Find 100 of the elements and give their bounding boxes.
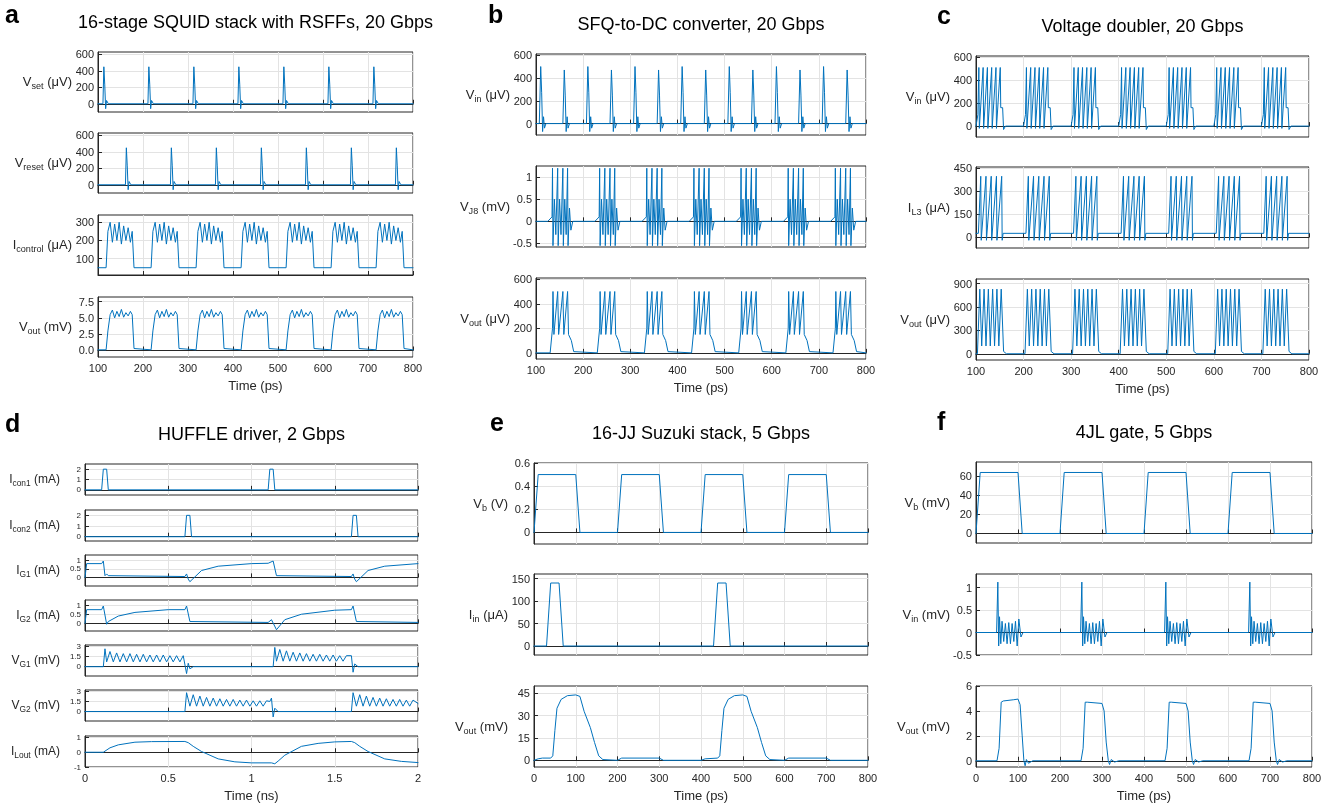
chart-title: Voltage doubler, 20 Gbps	[1041, 16, 1244, 37]
x-tick-label: 100	[566, 771, 585, 784]
y-tick-label: 0.2	[514, 503, 530, 516]
x-axis-title: Time (ps)	[673, 380, 729, 395]
line-series	[533, 694, 869, 761]
y-tick-label: 200	[513, 94, 532, 107]
y-tick-label: 0	[87, 178, 94, 191]
y-tick-label: 1.5	[69, 696, 82, 706]
y-tick-label: 0	[76, 707, 82, 717]
y-tick-label: 0.5	[69, 609, 82, 619]
y-tick-label: 0.6	[514, 457, 530, 469]
x-tick-label: 800	[1299, 364, 1319, 377]
line-series	[975, 288, 1310, 355]
y-tick-label: 0	[76, 747, 82, 757]
y-axis-title: V$_{out}$ (μV)	[460, 310, 510, 328]
x-tick-label: 500	[1176, 771, 1196, 784]
y-tick-label: 1	[76, 732, 82, 742]
y-axis-title: V$_{b}$ (V)	[473, 495, 508, 513]
chart-title: 4JL gate, 5 Gbps	[1075, 422, 1213, 443]
y-tick-label: 30	[517, 709, 530, 722]
y-tick-label: -0.5	[953, 649, 972, 661]
x-tick-label: 200	[1014, 364, 1033, 377]
x-tick-label: 400	[1109, 364, 1128, 377]
y-tick-label: 2	[76, 464, 82, 474]
y-tick-label: 2	[965, 729, 972, 742]
x-tick-label: 1	[248, 771, 255, 784]
x-tick-label: 400	[1134, 771, 1154, 784]
y-axis-title: V$_{reset}$ (μV)	[14, 154, 72, 173]
text: d	[5, 408, 21, 437]
y-tick-label: 600	[953, 51, 972, 64]
y-tick-label: 300	[953, 324, 972, 337]
y-axis-title: V$_{J8}$ (mV)	[459, 198, 510, 216]
x-tick-label: 300	[1092, 771, 1112, 784]
y-tick-label: 0	[523, 526, 530, 539]
y-axis-title: V$_{out}$ (mV)	[454, 718, 508, 736]
y-tick-label: 400	[75, 145, 94, 158]
line-series	[97, 308, 414, 351]
y-tick-label: 400	[75, 64, 94, 77]
y-tick-label: 0	[523, 754, 530, 767]
y-tick-label: 2.5	[78, 328, 94, 341]
y-tick-label: 200	[953, 97, 972, 110]
y-tick-label: 100	[511, 595, 530, 607]
y-tick-label: 4	[965, 704, 972, 717]
y-tick-label: 40	[959, 489, 972, 502]
y-axis-title: V$_{b}$ (mV)	[904, 494, 950, 512]
text: b	[488, 0, 504, 28]
line-series	[535, 291, 867, 354]
x-tick-label: 600	[1204, 364, 1224, 377]
x-tick-label: 700	[817, 771, 836, 784]
y-tick-label: 0	[76, 618, 82, 628]
y-axis-title: I$_{con1}$ (mA)	[9, 471, 60, 488]
x-tick-label: 800	[858, 771, 878, 784]
y-tick-label: 400	[513, 297, 532, 310]
y-axis-title: I$_{G1}$ (mA)	[16, 562, 60, 579]
text: f	[937, 406, 946, 435]
y-tick-label: 20	[959, 508, 972, 521]
y-axis-title: I$_{Lout}$ (mA)	[11, 743, 60, 760]
x-tick-label: 300	[1061, 364, 1081, 377]
y-tick-label: 1	[76, 521, 82, 531]
x-tick-label: 700	[1260, 771, 1280, 784]
y-tick-label: 0	[76, 485, 82, 495]
y-tick-label: 15	[517, 732, 530, 745]
line-series	[84, 692, 419, 718]
x-tick-label: 300	[178, 361, 198, 374]
y-tick-label: 5.0	[78, 311, 94, 324]
y-tick-label: 600	[75, 129, 94, 142]
text: c	[937, 0, 951, 29]
y-tick-label: 0	[965, 754, 972, 767]
y-tick-label: 200	[75, 81, 94, 94]
y-tick-label: 3	[76, 641, 82, 651]
y-tick-label: 1	[76, 555, 82, 565]
x-tick-label: 800	[856, 363, 876, 376]
x-tick-label: 300	[621, 363, 640, 376]
y-tick-label: 0	[87, 97, 94, 110]
y-tick-label: 1	[525, 171, 532, 184]
x-tick-label: 300	[650, 771, 669, 784]
y-tick-label: 2	[76, 510, 82, 520]
y-tick-label: 0	[965, 120, 972, 133]
y-tick-label: 0.5	[69, 564, 82, 574]
y-tick-label: 0	[525, 117, 532, 130]
y-axis-title: I$_{L3}$ (μA)	[907, 199, 950, 217]
line-series	[535, 167, 867, 247]
chart-title: HUFFLE driver, 2 Gbps	[157, 424, 346, 445]
y-tick-label: 45	[517, 687, 530, 700]
y-tick-label: 600	[75, 48, 94, 61]
line-series	[975, 581, 1313, 647]
line-series	[535, 66, 867, 133]
y-axis-title: V$_{out}$ (mV)	[18, 318, 72, 337]
x-tick-label: 100	[1008, 771, 1028, 784]
y-tick-label: 300	[75, 216, 94, 229]
y-tick-label: 0.0	[78, 344, 94, 357]
y-tick-label: 0	[965, 527, 972, 540]
line-series	[84, 646, 419, 675]
chart-title: 16-stage SQUID stack with RSFFs, 20 Gbps	[77, 12, 434, 33]
y-tick-label: 600	[953, 301, 972, 314]
y-axis-title: V$_{out}$ (μV)	[900, 311, 950, 329]
y-axis-title: V$_{G1}$ (mV)	[11, 652, 60, 669]
chart-title: SFQ-to-DC converter, 20 Gbps	[577, 14, 825, 35]
x-tick-label: 800	[403, 361, 423, 374]
x-axis-title: Time (ns)	[224, 788, 279, 803]
